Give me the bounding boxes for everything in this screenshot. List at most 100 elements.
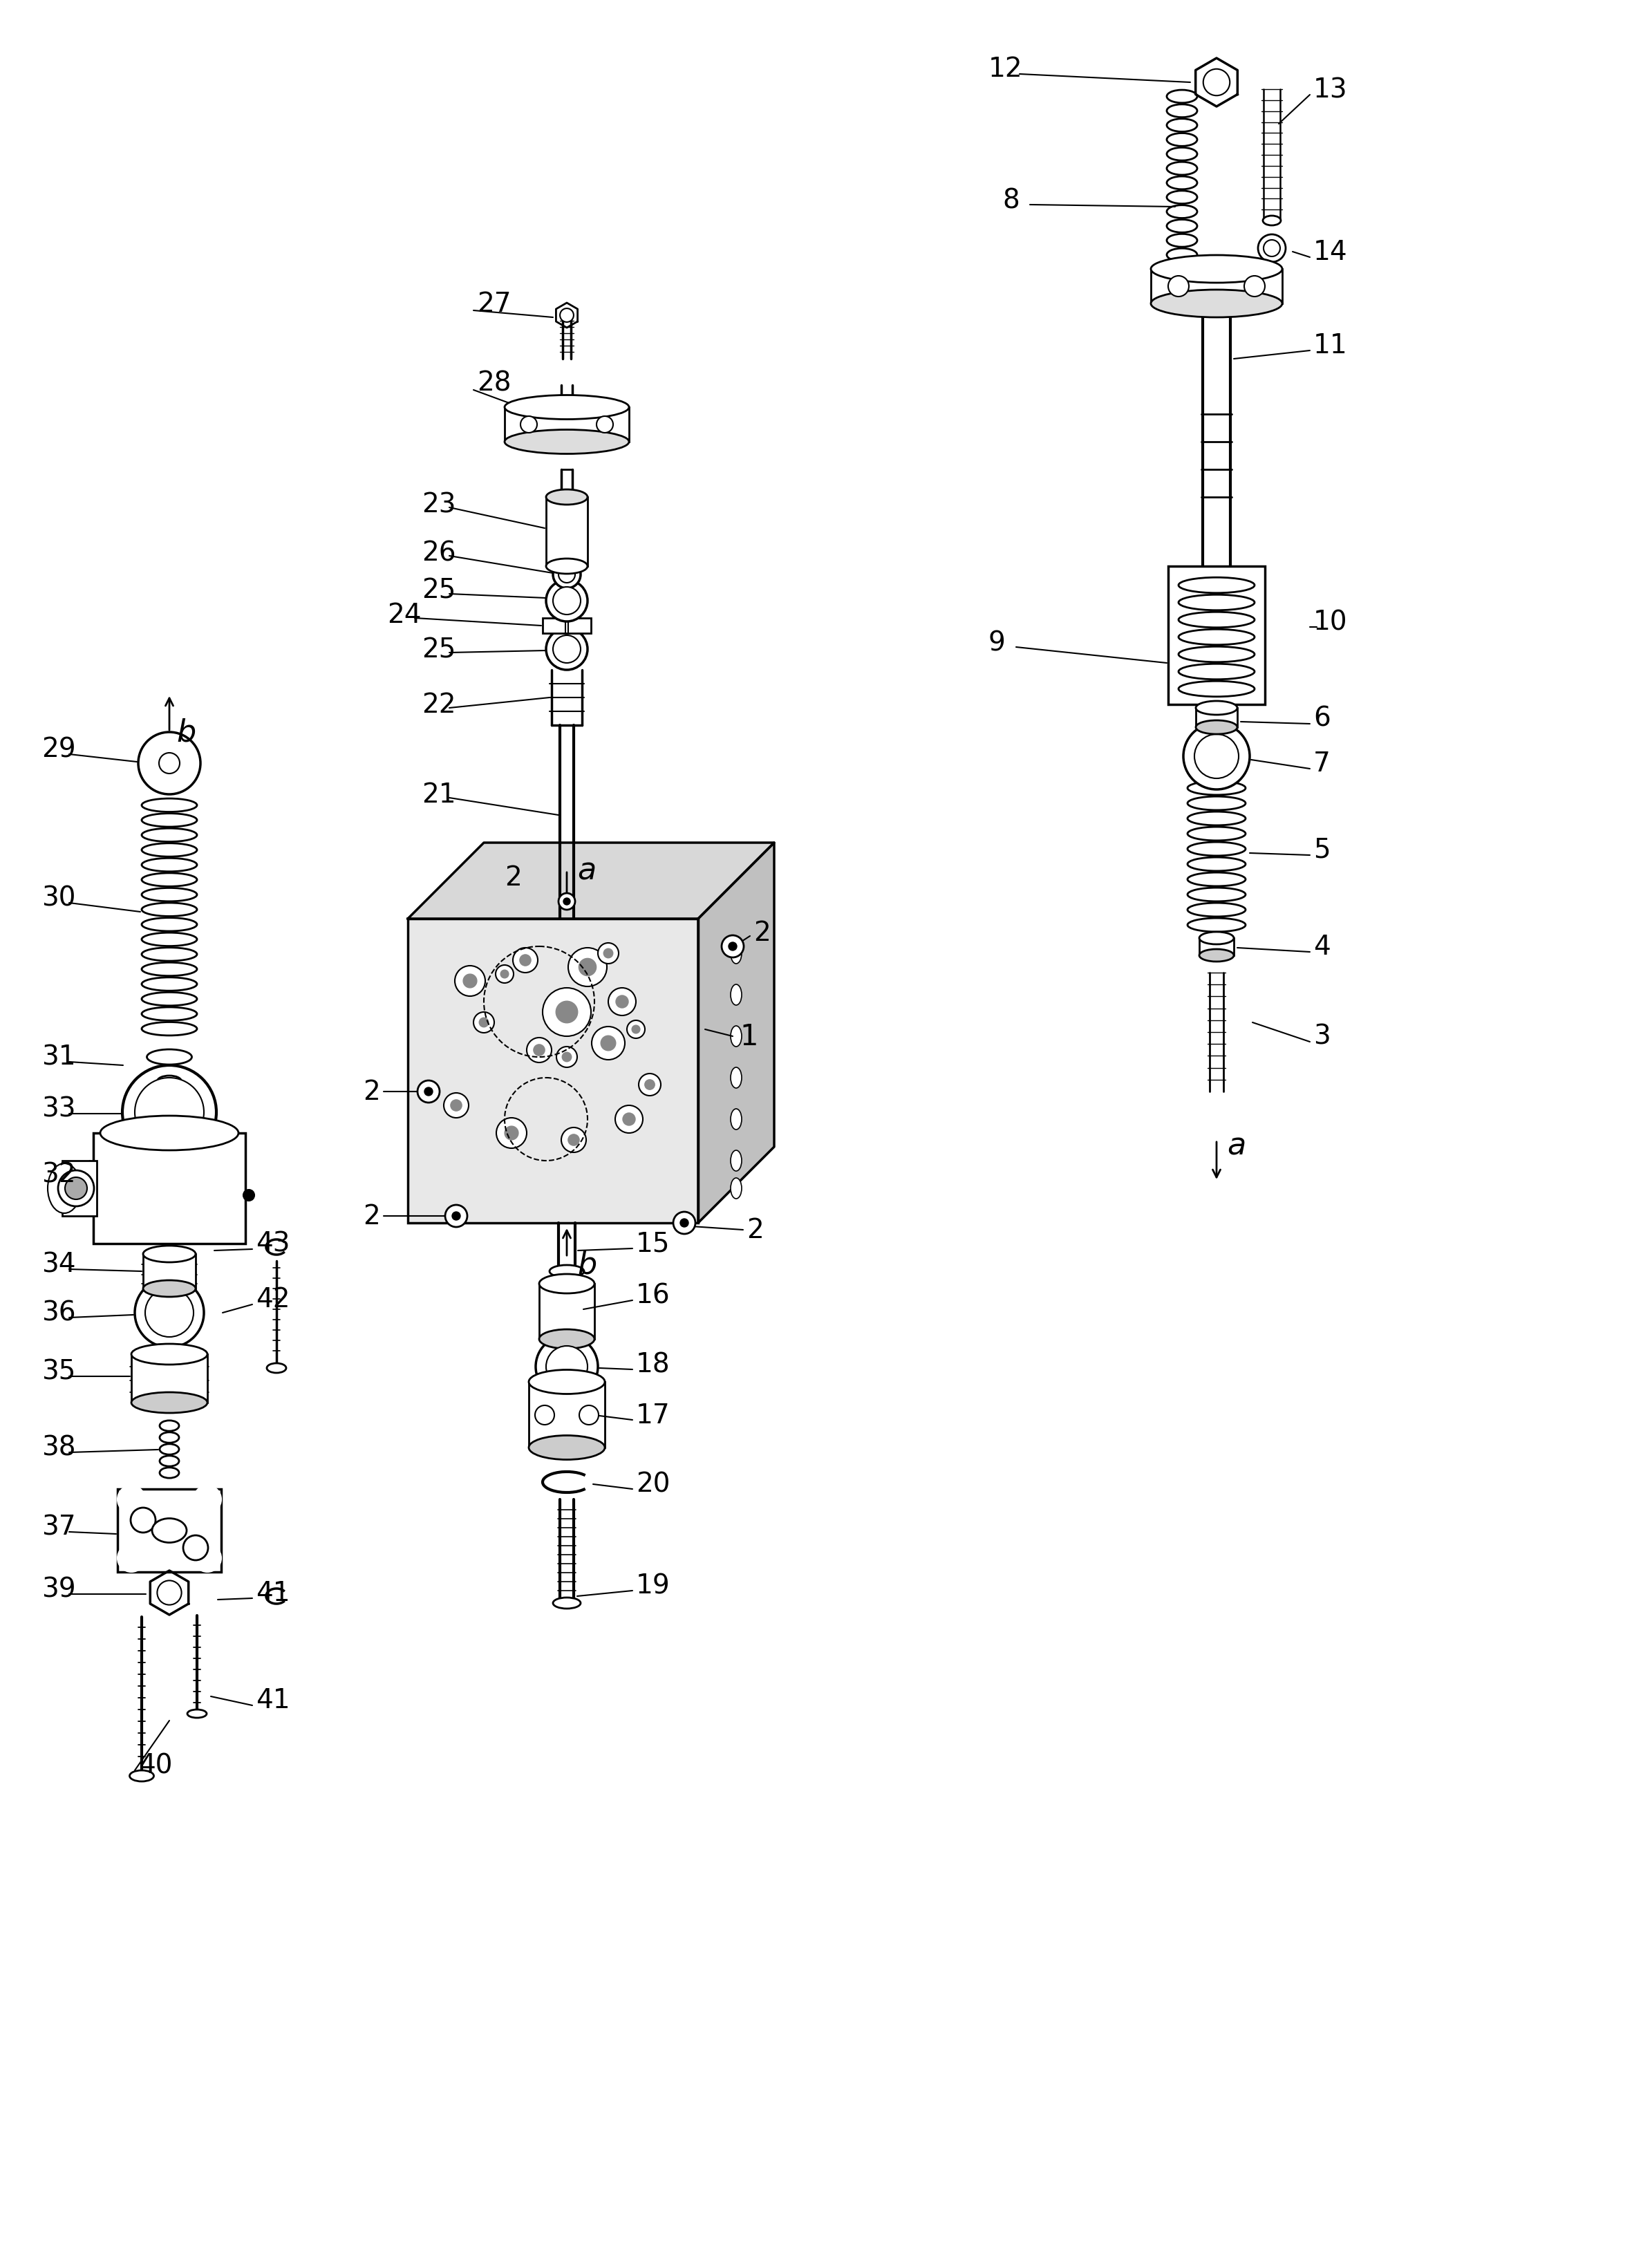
Text: 37: 37 bbox=[41, 1514, 76, 1539]
Bar bbox=[1199, 939, 1234, 955]
Circle shape bbox=[560, 309, 573, 323]
Circle shape bbox=[496, 1117, 527, 1149]
Circle shape bbox=[681, 1219, 689, 1228]
Text: 38: 38 bbox=[41, 1435, 76, 1460]
Text: 42: 42 bbox=[256, 1286, 291, 1311]
Circle shape bbox=[626, 1020, 644, 1038]
Text: 39: 39 bbox=[41, 1575, 76, 1602]
Circle shape bbox=[568, 948, 606, 986]
Circle shape bbox=[674, 1212, 695, 1235]
Circle shape bbox=[557, 1047, 577, 1068]
Text: 41: 41 bbox=[256, 1686, 291, 1713]
Circle shape bbox=[542, 989, 591, 1036]
Ellipse shape bbox=[131, 1345, 208, 1365]
Bar bbox=[93, 1133, 246, 1244]
Text: 9: 9 bbox=[988, 630, 1006, 657]
Circle shape bbox=[159, 754, 180, 774]
Circle shape bbox=[418, 1081, 439, 1104]
Circle shape bbox=[193, 1544, 221, 1573]
Circle shape bbox=[1194, 734, 1239, 779]
Circle shape bbox=[729, 943, 737, 950]
Bar bbox=[144, 1255, 195, 1289]
Circle shape bbox=[479, 1018, 489, 1027]
Ellipse shape bbox=[1196, 720, 1237, 734]
Circle shape bbox=[243, 1189, 254, 1201]
Ellipse shape bbox=[144, 1246, 195, 1262]
Ellipse shape bbox=[1151, 255, 1282, 284]
Circle shape bbox=[1168, 275, 1189, 298]
Ellipse shape bbox=[1196, 702, 1237, 715]
Circle shape bbox=[512, 948, 539, 973]
Circle shape bbox=[145, 1289, 193, 1336]
Ellipse shape bbox=[547, 490, 588, 506]
Text: 18: 18 bbox=[636, 1352, 671, 1379]
Circle shape bbox=[562, 1128, 586, 1153]
Circle shape bbox=[558, 567, 575, 582]
Text: a: a bbox=[577, 855, 596, 885]
Text: 27: 27 bbox=[477, 291, 510, 318]
Text: 41: 41 bbox=[256, 1580, 291, 1607]
Text: 17: 17 bbox=[636, 1402, 671, 1429]
Text: 2: 2 bbox=[363, 1203, 380, 1230]
Ellipse shape bbox=[553, 1598, 580, 1609]
Circle shape bbox=[527, 1038, 552, 1063]
Bar bbox=[542, 618, 591, 634]
Text: 2: 2 bbox=[504, 864, 522, 892]
Circle shape bbox=[580, 1406, 598, 1424]
Text: 29: 29 bbox=[41, 736, 76, 763]
Circle shape bbox=[568, 1135, 580, 1147]
Text: 40: 40 bbox=[139, 1751, 172, 1779]
Ellipse shape bbox=[187, 1711, 206, 1718]
Circle shape bbox=[451, 1099, 463, 1110]
Circle shape bbox=[117, 1544, 145, 1573]
Circle shape bbox=[64, 1178, 88, 1201]
Circle shape bbox=[504, 1126, 519, 1140]
Circle shape bbox=[1203, 70, 1229, 97]
Bar bbox=[1168, 567, 1265, 704]
Circle shape bbox=[616, 995, 628, 1009]
Text: 26: 26 bbox=[421, 539, 456, 567]
Circle shape bbox=[117, 1485, 145, 1514]
Ellipse shape bbox=[101, 1115, 238, 1151]
Text: 32: 32 bbox=[41, 1162, 76, 1187]
Circle shape bbox=[535, 1406, 555, 1424]
Circle shape bbox=[535, 1336, 598, 1397]
Circle shape bbox=[563, 898, 570, 905]
Ellipse shape bbox=[147, 1050, 192, 1065]
Circle shape bbox=[591, 1027, 624, 1061]
Circle shape bbox=[562, 1052, 572, 1063]
Ellipse shape bbox=[730, 1178, 742, 1198]
Ellipse shape bbox=[504, 395, 629, 420]
Text: 19: 19 bbox=[636, 1573, 671, 1600]
Ellipse shape bbox=[48, 1165, 81, 1214]
Ellipse shape bbox=[144, 1280, 195, 1298]
Text: 22: 22 bbox=[421, 691, 456, 718]
Circle shape bbox=[558, 894, 575, 910]
Text: 33: 33 bbox=[41, 1097, 76, 1122]
Circle shape bbox=[547, 1345, 588, 1388]
Circle shape bbox=[453, 1212, 461, 1221]
Text: 30: 30 bbox=[41, 885, 76, 912]
Circle shape bbox=[553, 562, 580, 589]
Bar bbox=[529, 1381, 605, 1447]
Bar bbox=[539, 1284, 595, 1338]
Bar bbox=[408, 919, 699, 1223]
Text: 43: 43 bbox=[256, 1230, 291, 1257]
Circle shape bbox=[1264, 241, 1280, 257]
Circle shape bbox=[553, 636, 580, 664]
Text: 13: 13 bbox=[1313, 77, 1348, 104]
Text: 31: 31 bbox=[41, 1045, 76, 1070]
Text: 25: 25 bbox=[421, 636, 456, 664]
Circle shape bbox=[603, 948, 613, 959]
Text: 2: 2 bbox=[753, 921, 770, 946]
Circle shape bbox=[596, 418, 613, 433]
Ellipse shape bbox=[152, 1519, 187, 1544]
Circle shape bbox=[608, 989, 636, 1016]
Circle shape bbox=[520, 955, 530, 966]
Bar bbox=[547, 497, 588, 567]
Bar bbox=[63, 1160, 97, 1217]
Text: 15: 15 bbox=[636, 1230, 671, 1257]
Text: 35: 35 bbox=[41, 1359, 76, 1386]
Circle shape bbox=[520, 418, 537, 433]
Text: 34: 34 bbox=[41, 1253, 76, 1277]
